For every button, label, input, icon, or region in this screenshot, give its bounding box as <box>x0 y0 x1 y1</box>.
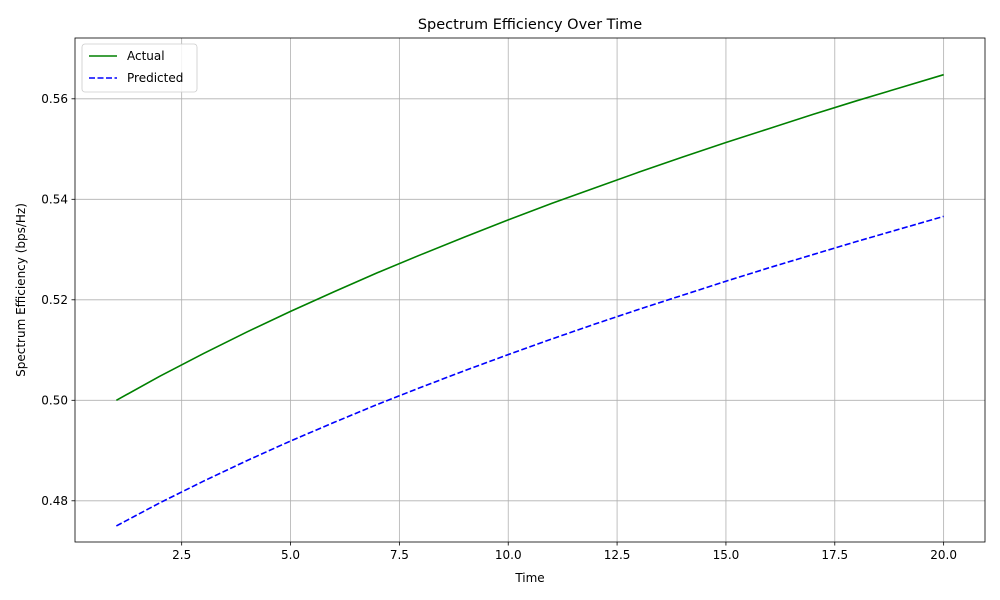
legend-label-predicted: Predicted <box>127 71 183 85</box>
legend-label-actual: Actual <box>127 49 165 63</box>
y-axis-label: Spectrum Efficiency (bps/Hz) <box>14 203 28 377</box>
x-axis-ticks: 2.5 5.0 7.5 10.0 12.5 15.0 17.5 20.0 <box>172 542 957 562</box>
legend: Actual Predicted <box>81 43 198 93</box>
y-axis-ticks: 0.48 0.50 0.52 0.54 0.56 <box>41 92 75 508</box>
x-tick-label: 7.5 <box>390 548 409 562</box>
x-tick-label: 5.0 <box>281 548 300 562</box>
series-line-actual <box>115 73 944 401</box>
y-tick-label: 0.54 <box>41 192 68 206</box>
series-line-predicted <box>115 215 944 527</box>
x-tick-label: 12.5 <box>604 548 631 562</box>
chart-title: Spectrum Efficiency Over Time <box>418 17 642 33</box>
x-tick-label: 15.0 <box>713 548 740 562</box>
grid-lines <box>75 38 985 542</box>
series-lines <box>115 73 944 527</box>
y-tick-label: 0.52 <box>41 293 68 307</box>
x-tick-label: 17.5 <box>821 548 848 562</box>
x-axis-label: Time <box>514 571 544 585</box>
y-tick-label: 0.48 <box>41 494 68 508</box>
x-tick-label: 10.0 <box>495 548 522 562</box>
y-tick-label: 0.56 <box>41 92 68 106</box>
plot-frame <box>74 37 986 543</box>
x-tick-label: 2.5 <box>172 548 191 562</box>
y-tick-label: 0.50 <box>41 393 68 407</box>
x-tick-label: 20.0 <box>930 548 957 562</box>
